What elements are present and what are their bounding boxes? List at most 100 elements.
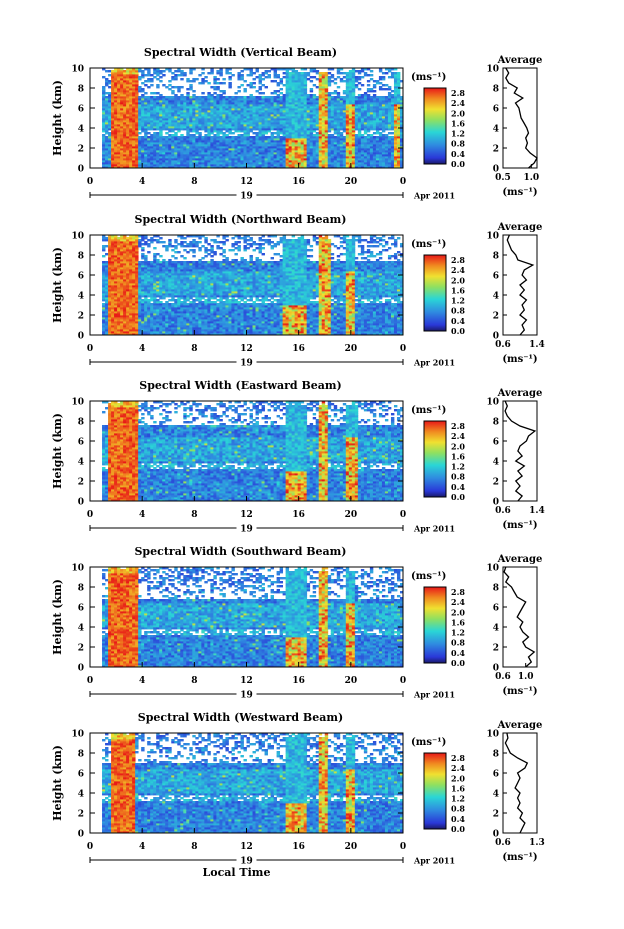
heatmap-cell bbox=[216, 70, 219, 72]
heatmap-cell bbox=[102, 303, 105, 305]
heatmap-cell bbox=[313, 94, 316, 96]
heatmap-cell bbox=[189, 96, 192, 98]
average-title: Average bbox=[497, 55, 543, 66]
heatmap-cell bbox=[105, 92, 108, 94]
heatmap-cell bbox=[216, 94, 219, 96]
heatmap-cell bbox=[280, 136, 283, 138]
panel-title: Spectral Width (Northward Beam) bbox=[135, 213, 347, 226]
heatmap-cell bbox=[111, 70, 114, 72]
heatmap-cell bbox=[295, 70, 298, 72]
heatmap-cell bbox=[204, 134, 207, 136]
heatmap-cell bbox=[343, 90, 346, 92]
heatmap-cell bbox=[237, 72, 240, 74]
heatmap-cell bbox=[343, 80, 346, 82]
heatmap-cell bbox=[340, 96, 343, 98]
heatmap-cell bbox=[370, 74, 373, 76]
heatmap-cell bbox=[192, 90, 195, 92]
heatmap-cell bbox=[331, 92, 334, 94]
heatmap-cell bbox=[186, 78, 189, 80]
heatmap-cell bbox=[277, 94, 280, 96]
heatmap-cell bbox=[171, 96, 174, 98]
heatmap-cell bbox=[373, 84, 376, 86]
heatmap-cell bbox=[147, 96, 150, 98]
heatmap-cell bbox=[177, 74, 180, 76]
heatmap-cell bbox=[240, 84, 243, 86]
heatmap-cell bbox=[304, 72, 307, 74]
heatmap-cell bbox=[237, 86, 240, 88]
heatmap-cell bbox=[370, 70, 373, 72]
heatmap-cell bbox=[234, 92, 237, 94]
heatmap-cell bbox=[165, 86, 168, 88]
heatmap-cell bbox=[168, 88, 171, 90]
heatmap-cell bbox=[168, 84, 171, 86]
heatmap-cell bbox=[265, 96, 268, 98]
heatmap-cell bbox=[262, 78, 265, 80]
heatmap-cell bbox=[331, 80, 334, 82]
heatmap-cell bbox=[271, 132, 274, 134]
heatmap-cell bbox=[108, 80, 111, 82]
heatmap-cell bbox=[153, 132, 156, 134]
heatmap-cell bbox=[310, 80, 313, 82]
colorbar-tick-label: 2.0 bbox=[451, 108, 465, 118]
y-tick-label: 0 bbox=[78, 165, 84, 175]
heatmap-cell bbox=[313, 76, 316, 78]
heatmap-cell bbox=[138, 239, 141, 241]
heatmap-cell bbox=[316, 132, 319, 134]
average-x-label: (ms⁻¹) bbox=[502, 187, 537, 198]
panel-title: Spectral Width (Vertical Beam) bbox=[144, 46, 337, 59]
heatmap-cell bbox=[328, 72, 331, 74]
heatmap-cell bbox=[105, 237, 108, 239]
heatmap-cell bbox=[262, 92, 265, 94]
heatmap-cell bbox=[355, 76, 358, 78]
heatmap-cell bbox=[283, 72, 286, 74]
heatmap-cell bbox=[307, 72, 310, 74]
heatmap-cell bbox=[225, 96, 228, 98]
heatmap-cell bbox=[259, 92, 262, 94]
heatmap-cell bbox=[316, 86, 319, 88]
heatmap-cell bbox=[355, 134, 358, 136]
heatmap-cell bbox=[253, 136, 256, 138]
heatmap-cell bbox=[247, 96, 250, 98]
heatmap-cell bbox=[385, 84, 388, 86]
heatmap bbox=[102, 68, 403, 168]
heatmap-cell bbox=[316, 78, 319, 80]
heatmap-cell bbox=[367, 84, 370, 86]
heatmap-cell bbox=[201, 72, 204, 74]
heatmap-cell bbox=[382, 88, 385, 90]
heatmap-cell bbox=[216, 82, 219, 84]
heatmap-cell bbox=[274, 96, 277, 98]
heatmap-cell bbox=[150, 84, 153, 86]
heatmap-cell bbox=[328, 76, 331, 78]
heatmap-cell bbox=[144, 92, 147, 94]
heatmap-cell bbox=[102, 255, 105, 257]
heatmap-cell bbox=[268, 74, 271, 76]
heatmap-cell bbox=[277, 82, 280, 84]
heatmap-cell bbox=[228, 72, 231, 74]
x-tick-label: 4 bbox=[139, 177, 145, 187]
heatmap-cell bbox=[373, 80, 376, 82]
heatmap-cell bbox=[337, 86, 340, 88]
heatmap-cell bbox=[370, 134, 373, 136]
heatmap-cell bbox=[231, 96, 234, 98]
heatmap-cell bbox=[240, 70, 243, 72]
heatmap-cell bbox=[340, 72, 343, 74]
heatmap-cell bbox=[355, 70, 358, 72]
heatmap-cell bbox=[207, 92, 210, 94]
x-tick-label: 0 bbox=[400, 177, 406, 187]
heatmap-cell bbox=[382, 84, 385, 86]
average-x-tick-label: 1.0 bbox=[523, 173, 539, 183]
heatmap-cell bbox=[177, 136, 180, 138]
x-tick-label: 8 bbox=[191, 177, 197, 187]
heatmap-cell bbox=[298, 72, 301, 74]
heatmap-cell bbox=[102, 245, 105, 247]
heatmap-cell bbox=[189, 84, 192, 86]
heatmap-cell bbox=[388, 76, 391, 78]
heatmap-cell bbox=[277, 90, 280, 92]
heatmap-cell bbox=[250, 136, 253, 138]
heatmap-cell bbox=[364, 92, 367, 94]
heatmap-cell bbox=[237, 96, 240, 98]
heatmap-cell bbox=[174, 86, 177, 88]
heatmap-cell bbox=[237, 90, 240, 92]
heatmap-cell bbox=[316, 96, 319, 98]
heatmap-cell bbox=[102, 76, 105, 78]
